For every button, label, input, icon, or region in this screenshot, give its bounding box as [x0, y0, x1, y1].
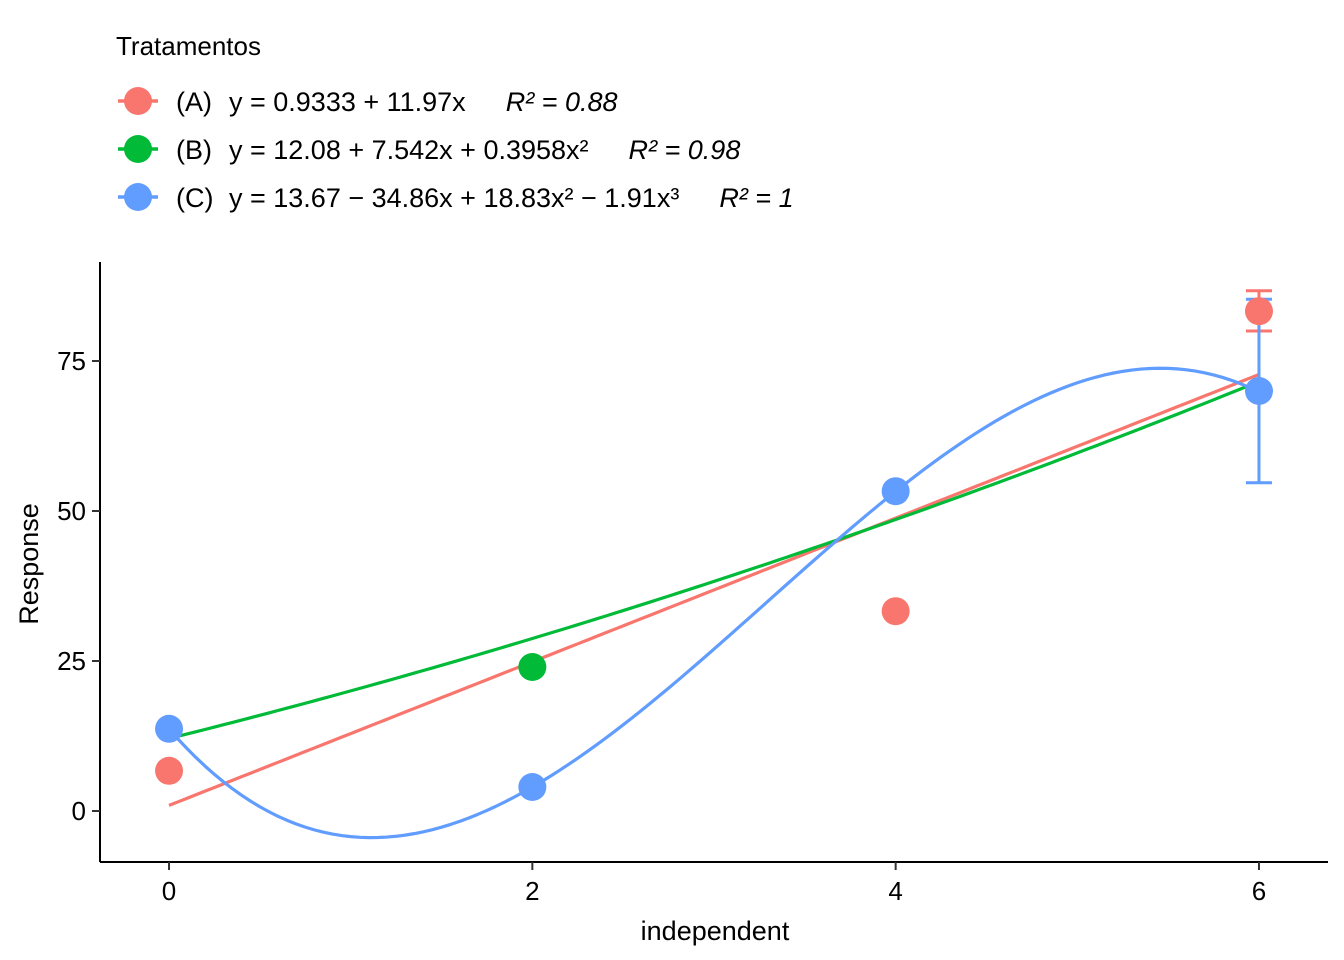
x-tick-label: 2	[525, 876, 539, 906]
legend-label: (B)	[176, 135, 212, 165]
x-tick-label: 4	[888, 876, 902, 906]
legend-r2: R² = 1	[719, 183, 793, 213]
data-points	[155, 297, 1273, 801]
y-axis-title: Response	[14, 503, 44, 625]
legend-r2: R² = 0.98	[629, 135, 741, 165]
legend: Tratamentos (A) y = 0.9333 + 11.97x R² = 0…	[116, 31, 794, 213]
x-tick-label: 0	[162, 876, 176, 906]
y-tick-label: 50	[57, 496, 86, 526]
x-tick-label: 6	[1252, 876, 1266, 906]
x-axis-title: independent	[641, 916, 790, 946]
data-point	[518, 653, 547, 681]
data-point	[518, 773, 547, 801]
data-point	[881, 477, 910, 506]
data-point	[1244, 377, 1273, 405]
y-tick-label: 75	[57, 346, 86, 376]
legend-equation: y = 12.08 + 7.542x + 0.3958x²	[229, 135, 589, 165]
legend-label: (A)	[176, 87, 212, 117]
data-point	[155, 756, 184, 785]
legend-key-point	[124, 183, 152, 211]
data-point	[155, 714, 184, 743]
legend-key-point	[124, 87, 152, 115]
y-tick-label: 0	[72, 796, 86, 826]
data-point	[1244, 297, 1273, 326]
legend-label: (C)	[176, 183, 213, 213]
data-point	[881, 597, 910, 626]
fit-line	[168, 380, 1260, 741]
legend-r2: R² = 0.88	[506, 87, 618, 117]
y-tick-label: 25	[57, 646, 86, 676]
legend-equation: y = 13.67 − 34.86x + 18.83x² − 1.91x³	[229, 183, 679, 213]
legend-key-point	[124, 135, 152, 163]
axes: 0 2 4 6 0 25 50 75	[57, 262, 1328, 906]
legend-equation: y = 0.9333 + 11.97x	[229, 87, 466, 117]
fit-line	[167, 366, 1260, 840]
legend-title: Tratamentos	[116, 31, 261, 61]
fit-lines	[167, 366, 1260, 840]
fit-line	[168, 372, 1260, 807]
